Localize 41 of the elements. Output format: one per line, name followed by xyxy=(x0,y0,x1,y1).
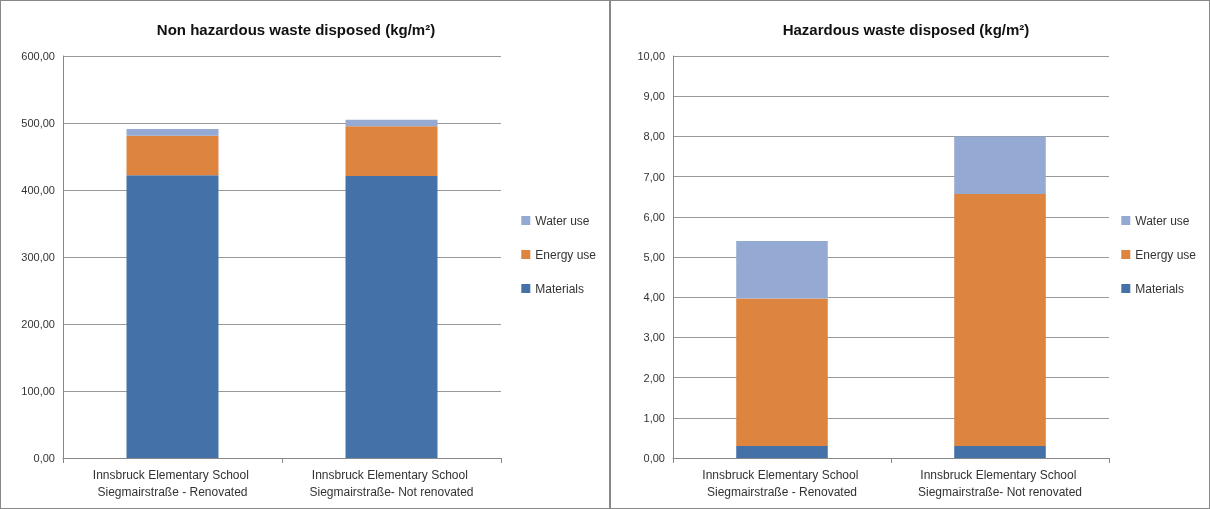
y-tick-label: 600,00 xyxy=(21,50,55,62)
x-tick-label: Innsbruck Elementary School Siegmairstraße- Not renovated xyxy=(309,467,474,499)
legend-label: Energy use xyxy=(1135,247,1197,262)
legend-label: Water use xyxy=(535,213,590,228)
legend-label: Materials xyxy=(535,281,584,296)
y-tick-label: 4,00 xyxy=(643,291,665,304)
y-tick-label: 200,00 xyxy=(21,318,55,330)
y-tick-label: 6,00 xyxy=(643,210,665,223)
y-tick-label: 3,00 xyxy=(643,331,665,344)
y-tick-label: 300,00 xyxy=(21,251,55,263)
y-tick-label: 9,00 xyxy=(643,90,665,103)
y-tick-label: 7,00 xyxy=(643,170,665,183)
bar xyxy=(954,136,1046,194)
bar xyxy=(736,298,828,446)
bar xyxy=(345,126,438,176)
y-tick-label: 400,00 xyxy=(21,184,55,196)
y-tick-label: 0,00 xyxy=(643,452,665,464)
chart-title: Non hazardous waste disposed (kg/m²) xyxy=(156,21,436,38)
legend-label: Energy use xyxy=(535,247,597,262)
x-tick-label: Innsbruck Elementary School Siegmairstraße - Renovated xyxy=(702,467,862,499)
bar xyxy=(954,193,1046,446)
bar xyxy=(126,129,219,136)
x-tick-label: Innsbruck Elementary School Siegmairstraße- Not renovated xyxy=(917,467,1083,499)
y-tick-label: 2,00 xyxy=(643,371,665,384)
legend-label: Materials xyxy=(1135,281,1184,296)
bar xyxy=(126,175,219,458)
y-tick-label: 8,00 xyxy=(643,130,665,143)
y-tick-label: 100,00 xyxy=(21,385,55,397)
y-tick-label: 500,00 xyxy=(21,117,55,129)
y-tick-label: 1,00 xyxy=(643,411,665,424)
chart-title: Hazardous waste disposed (kg/m²) xyxy=(782,21,1030,38)
x-tick-label: Innsbruck Elementary School Siegmairstraße - Renovated xyxy=(92,467,253,499)
bar xyxy=(736,240,828,299)
bar xyxy=(736,445,828,458)
bar xyxy=(954,445,1046,458)
legend-label: Water use xyxy=(1135,213,1190,228)
bar xyxy=(345,175,438,458)
y-tick-label: 10,00 xyxy=(637,50,665,62)
bar xyxy=(126,135,219,176)
y-tick-label: 5,00 xyxy=(643,251,665,263)
y-tick-label: 0,00 xyxy=(33,452,55,464)
